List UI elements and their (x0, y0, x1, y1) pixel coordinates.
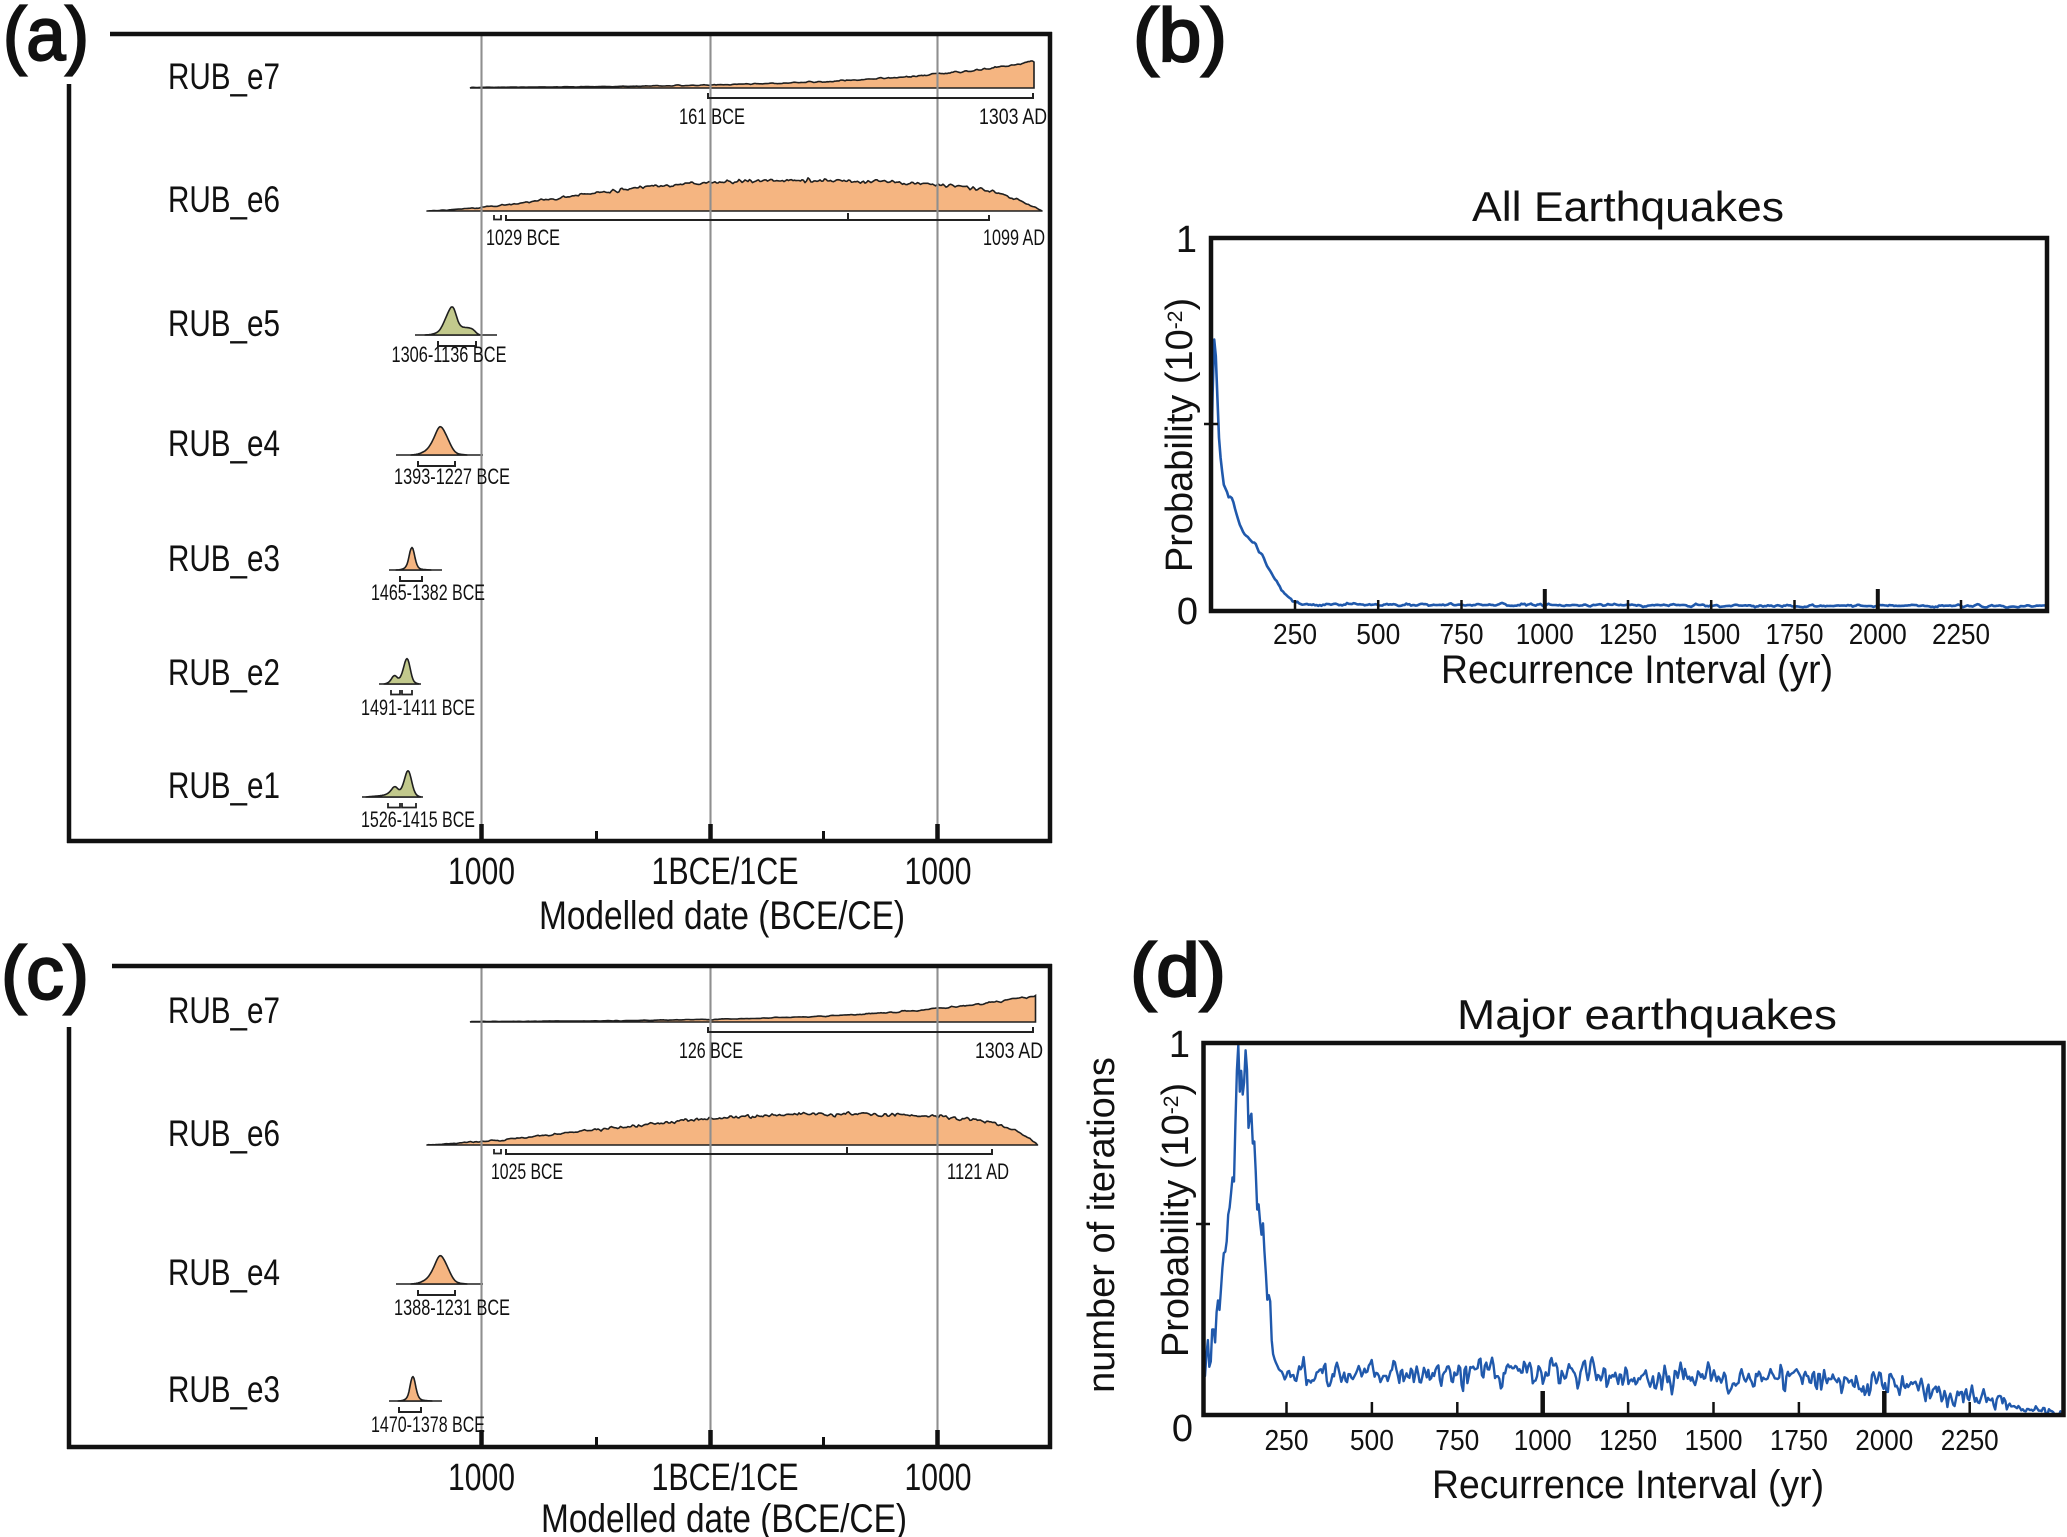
svg-text:All Earthquakes: All Earthquakes (1472, 183, 1784, 230)
svg-text:RUB_e7: RUB_e7 (168, 990, 280, 1031)
svg-text:1491-1411 BCE: 1491-1411 BCE (361, 695, 475, 720)
svg-text:1470-1378 BCE: 1470-1378 BCE (371, 1412, 485, 1437)
svg-text:250: 250 (1273, 619, 1317, 651)
svg-text:(a): (a) (3, 0, 89, 76)
svg-text:750: 750 (1440, 619, 1484, 651)
svg-text:1303 AD: 1303 AD (975, 1038, 1043, 1063)
svg-text:2250: 2250 (1941, 1425, 1999, 1457)
svg-text:1BCE/1CE: 1BCE/1CE (652, 1457, 799, 1499)
svg-text:0: 0 (1172, 1408, 1193, 1450)
svg-text:(c): (c) (1, 931, 89, 1015)
svg-text:RUB_e4: RUB_e4 (168, 1252, 280, 1293)
svg-text:1500: 1500 (1685, 1425, 1743, 1457)
svg-text:(d): (d) (1130, 928, 1226, 1012)
svg-text:161 BCE: 161 BCE (679, 104, 745, 129)
svg-text:1500: 1500 (1682, 619, 1740, 651)
svg-text:1306-1136 BCE: 1306-1136 BCE (392, 342, 507, 367)
svg-text:500: 500 (1356, 619, 1400, 651)
svg-text:1000: 1000 (1514, 1425, 1572, 1457)
svg-text:1250: 1250 (1599, 619, 1657, 651)
svg-text:1000: 1000 (448, 851, 515, 893)
svg-text:1025 BCE: 1025 BCE (491, 1159, 563, 1184)
svg-text:Probability (10-2): Probability (10-2) (1159, 298, 1201, 572)
svg-text:2000: 2000 (1849, 619, 1907, 651)
svg-text:250: 250 (1265, 1425, 1309, 1457)
svg-text:1000: 1000 (1516, 619, 1574, 651)
svg-text:1303 AD: 1303 AD (979, 104, 1047, 129)
svg-text:RUB_e4: RUB_e4 (168, 423, 280, 464)
svg-text:number of iterations: number of iterations (1081, 1057, 1123, 1393)
svg-text:Modelled date (BCE/CE): Modelled date (BCE/CE) (539, 894, 905, 938)
svg-text:1526-1415 BCE: 1526-1415 BCE (361, 807, 475, 832)
svg-text:1393-1227 BCE: 1393-1227 BCE (394, 464, 510, 489)
svg-text:500: 500 (1350, 1425, 1394, 1457)
svg-text:(b): (b) (1133, 0, 1227, 77)
svg-text:RUB_e3: RUB_e3 (168, 538, 280, 579)
svg-text:1000: 1000 (905, 1457, 972, 1499)
svg-text:Probability (10-2): Probability (10-2) (1155, 1083, 1197, 1357)
svg-text:1000: 1000 (905, 851, 972, 893)
svg-text:RUB_e5: RUB_e5 (168, 303, 280, 344)
svg-text:750: 750 (1435, 1425, 1479, 1457)
svg-text:RUB_e2: RUB_e2 (168, 652, 280, 693)
svg-text:1250: 1250 (1599, 1425, 1657, 1457)
svg-text:1099 AD: 1099 AD (983, 225, 1045, 250)
svg-text:126 BCE: 126 BCE (679, 1038, 743, 1063)
svg-text:1000: 1000 (448, 1457, 515, 1499)
svg-text:Modelled date (BCE/CE): Modelled date (BCE/CE) (541, 1497, 907, 1537)
svg-text:1750: 1750 (1770, 1425, 1828, 1457)
svg-text:1: 1 (1176, 219, 1197, 261)
svg-text:Recurrence Interval (yr): Recurrence Interval (yr) (1432, 1463, 1824, 1507)
svg-text:RUB_e1: RUB_e1 (168, 765, 280, 806)
svg-text:RUB_e6: RUB_e6 (168, 1113, 280, 1154)
svg-text:1BCE/1CE: 1BCE/1CE (652, 851, 799, 893)
svg-text:1: 1 (1169, 1024, 1190, 1066)
svg-text:1121 AD: 1121 AD (947, 1159, 1009, 1184)
svg-text:1029 BCE: 1029 BCE (486, 225, 560, 250)
svg-text:1388-1231 BCE: 1388-1231 BCE (394, 1295, 510, 1320)
svg-text:Recurrence Interval (yr): Recurrence Interval (yr) (1441, 648, 1833, 692)
svg-text:RUB_e6: RUB_e6 (168, 179, 280, 220)
svg-text:0: 0 (1177, 591, 1198, 633)
svg-text:RUB_e7: RUB_e7 (168, 56, 280, 97)
svg-text:2250: 2250 (1932, 619, 1990, 651)
svg-text:2000: 2000 (1855, 1425, 1913, 1457)
svg-text:Major earthquakes: Major earthquakes (1457, 991, 1837, 1038)
svg-text:1750: 1750 (1766, 619, 1824, 651)
svg-text:1465-1382 BCE: 1465-1382 BCE (371, 580, 485, 605)
svg-text:RUB_e3: RUB_e3 (168, 1369, 280, 1410)
